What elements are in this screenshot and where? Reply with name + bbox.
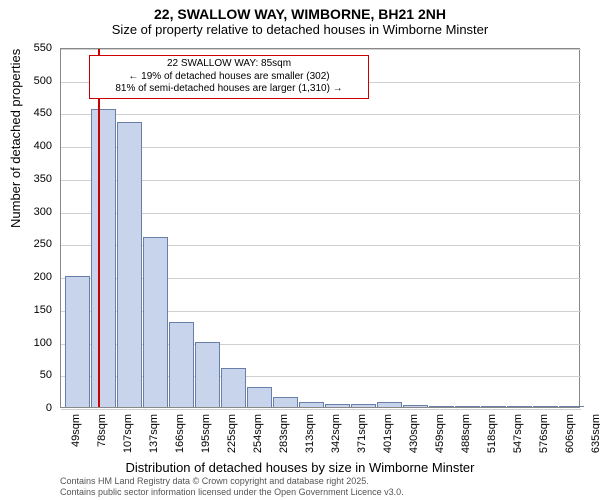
gridline	[61, 49, 581, 50]
annotation-line1: 22 SWALLOW WAY: 85sqm	[94, 58, 364, 71]
histogram-bar	[299, 402, 324, 407]
histogram-bar	[221, 368, 246, 407]
xtick-label: 166sqm	[174, 414, 186, 458]
xtick-label: 518sqm	[486, 414, 498, 458]
histogram-bar	[429, 406, 454, 407]
chart-subtitle: Size of property relative to detached ho…	[0, 22, 600, 41]
histogram-bar	[117, 122, 142, 407]
ytick-label: 250	[12, 238, 52, 250]
xtick-label: 488sqm	[460, 414, 472, 458]
xtick-label: 547sqm	[512, 414, 524, 458]
xtick-label: 606sqm	[564, 414, 576, 458]
ytick-label: 100	[12, 337, 52, 349]
ytick-label: 50	[12, 369, 52, 381]
xtick-label: 283sqm	[278, 414, 290, 458]
histogram-bar	[65, 276, 90, 407]
histogram-bar	[325, 404, 350, 407]
ytick-label: 200	[12, 271, 52, 283]
xtick-label: 635sqm	[590, 414, 600, 458]
xtick-label: 459sqm	[434, 414, 446, 458]
xtick-label: 313sqm	[304, 414, 316, 458]
xtick-label: 107sqm	[122, 414, 134, 458]
histogram-bar	[273, 397, 298, 407]
histogram-bar	[91, 109, 116, 407]
x-axis-label: Distribution of detached houses by size …	[0, 460, 600, 475]
histogram-bar	[455, 406, 480, 407]
xtick-label: 78sqm	[96, 414, 108, 458]
xtick-label: 49sqm	[70, 414, 82, 458]
xtick-label: 254sqm	[252, 414, 264, 458]
xtick-label: 137sqm	[148, 414, 160, 458]
histogram-bar	[247, 387, 272, 407]
chart-title: 22, SWALLOW WAY, WIMBORNE, BH21 2NH	[0, 0, 600, 22]
histogram-bar	[351, 404, 376, 407]
histogram-bar	[195, 342, 220, 407]
reference-line	[98, 49, 100, 407]
gridline	[61, 114, 581, 115]
annotation-line3: 81% of semi-detached houses are larger (…	[94, 83, 364, 96]
histogram-bar	[481, 406, 506, 407]
gridline	[61, 409, 581, 410]
histogram-bar	[377, 402, 402, 407]
xtick-label: 342sqm	[330, 414, 342, 458]
histogram-bar	[403, 405, 428, 407]
histogram-bar	[559, 406, 584, 407]
footer: Contains HM Land Registry data © Crown c…	[60, 476, 404, 498]
xtick-label: 195sqm	[200, 414, 212, 458]
chart-area: 22 SWALLOW WAY: 85sqm ← 19% of detached …	[60, 48, 580, 408]
histogram-bar	[533, 406, 558, 407]
ytick-label: 350	[12, 173, 52, 185]
footer-line2: Contains public sector information licen…	[60, 487, 404, 498]
ytick-label: 300	[12, 206, 52, 218]
ytick-label: 500	[12, 75, 52, 87]
ytick-label: 550	[12, 42, 52, 54]
footer-line1: Contains HM Land Registry data © Crown c…	[60, 476, 404, 487]
plot-area: 22 SWALLOW WAY: 85sqm ← 19% of detached …	[60, 48, 580, 408]
histogram-bar	[169, 322, 194, 407]
chart-container: 22, SWALLOW WAY, WIMBORNE, BH21 2NH Size…	[0, 0, 600, 500]
ytick-label: 400	[12, 140, 52, 152]
histogram-bar	[143, 237, 168, 407]
xtick-label: 371sqm	[356, 414, 368, 458]
xtick-label: 430sqm	[408, 414, 420, 458]
xtick-label: 401sqm	[382, 414, 394, 458]
ytick-label: 450	[12, 107, 52, 119]
annotation-box: 22 SWALLOW WAY: 85sqm ← 19% of detached …	[89, 55, 369, 99]
ytick-label: 150	[12, 304, 52, 316]
xtick-label: 576sqm	[538, 414, 550, 458]
annotation-line2: ← 19% of detached houses are smaller (30…	[94, 71, 364, 84]
ytick-label: 0	[12, 402, 52, 414]
histogram-bar	[507, 406, 532, 407]
xtick-label: 225sqm	[226, 414, 238, 458]
